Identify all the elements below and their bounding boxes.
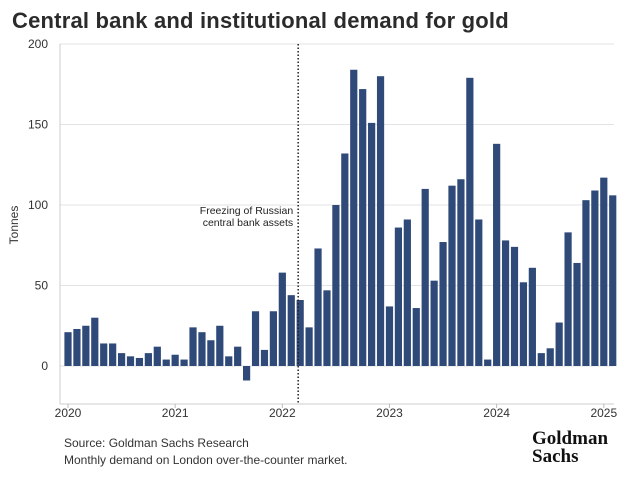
bar — [198, 332, 206, 366]
bar — [546, 348, 554, 366]
bar — [350, 69, 358, 366]
bar — [359, 89, 367, 366]
bar — [457, 179, 465, 366]
x-tick-label: 2022 — [269, 406, 296, 420]
y-tick-label: 50 — [35, 279, 49, 293]
bar — [153, 346, 161, 366]
bar — [207, 340, 215, 366]
bar — [332, 205, 340, 366]
bar — [64, 332, 72, 366]
y-axis-label: Tonnes — [7, 206, 21, 245]
bar — [475, 219, 483, 366]
bar — [82, 325, 90, 366]
bar — [100, 343, 108, 366]
bar — [269, 311, 277, 366]
annotation-text: Freezing of Russian — [200, 205, 294, 217]
x-tick-label: 2021 — [162, 406, 189, 420]
x-tick-label: 2020 — [55, 406, 82, 420]
chart-title: Central bank and institutional demand fo… — [12, 8, 509, 33]
bar — [466, 77, 474, 366]
bar — [573, 262, 581, 366]
bar — [394, 227, 403, 366]
bar — [582, 200, 590, 366]
bar — [73, 328, 81, 366]
bar — [278, 272, 286, 366]
bar — [225, 356, 233, 366]
bar — [180, 359, 188, 366]
bar — [439, 242, 447, 366]
bar — [314, 248, 322, 366]
bar — [323, 290, 331, 366]
x-tick-label: 2024 — [483, 406, 510, 420]
bar — [501, 240, 510, 366]
bar — [189, 327, 197, 366]
bar — [234, 346, 242, 366]
bar — [162, 359, 170, 366]
bar — [243, 366, 251, 381]
bar — [135, 357, 144, 366]
annotation-text: central bank assets — [203, 217, 293, 229]
x-tick-label: 2025 — [590, 406, 617, 420]
bar — [341, 153, 349, 366]
bar — [430, 280, 438, 366]
bar — [260, 349, 269, 366]
source-text: Source: Goldman Sachs Research — [64, 436, 249, 450]
bar — [305, 327, 313, 366]
bar — [126, 356, 135, 366]
bar — [171, 354, 179, 366]
bar — [564, 232, 572, 366]
bar — [600, 177, 608, 366]
bar — [519, 282, 528, 366]
bar — [591, 190, 599, 366]
logo-line-1: Goldman — [532, 428, 609, 449]
bar — [296, 299, 304, 366]
bar — [91, 317, 99, 366]
bar — [555, 322, 563, 366]
bar — [510, 246, 519, 366]
bar — [144, 353, 152, 366]
y-tick-label: 100 — [28, 198, 48, 212]
bar — [368, 122, 376, 366]
goldman-sachs-logo: Goldman Sachs — [532, 428, 609, 467]
bar — [287, 295, 295, 366]
bar — [609, 195, 617, 366]
y-tick-label: 200 — [28, 37, 48, 51]
bar — [117, 353, 126, 366]
y-tick-label: 0 — [41, 359, 48, 373]
bar — [251, 311, 260, 366]
bar — [537, 353, 545, 366]
bar — [421, 188, 429, 366]
bar — [109, 343, 117, 366]
bar — [216, 325, 224, 366]
bar — [385, 306, 394, 366]
x-tick-label: 2023 — [376, 406, 403, 420]
bar — [484, 359, 492, 366]
bar — [376, 76, 385, 366]
logo-line-2: Sachs — [532, 446, 579, 467]
y-tick-label: 150 — [28, 118, 48, 132]
bar — [412, 308, 420, 366]
bar — [448, 185, 456, 366]
bar — [493, 143, 501, 366]
note-text: Monthly demand on London over-the-counte… — [64, 453, 348, 467]
bar — [528, 267, 536, 366]
bar — [403, 219, 411, 366]
